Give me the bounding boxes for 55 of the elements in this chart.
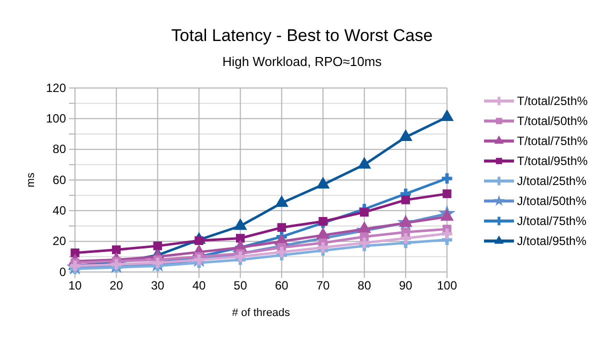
point [360, 208, 369, 217]
x-tick-label: 70 [316, 278, 330, 293]
legend-label: J/total/95th% [517, 234, 587, 248]
x-tick-label: 90 [398, 278, 413, 293]
legend-label: T/total/25th% [517, 94, 588, 108]
x-tick-label: 60 [274, 278, 289, 293]
y-tick-label: 120 [46, 80, 66, 95]
point [316, 228, 330, 240]
point [194, 254, 204, 265]
legend-label: J/total/50th% [517, 194, 587, 208]
point [236, 234, 245, 243]
point [235, 251, 246, 262]
point [359, 238, 370, 248]
point [399, 216, 412, 227]
point [277, 223, 286, 232]
legend-label: T/total/75th% [517, 134, 588, 148]
x-tick-label: 100 [436, 278, 458, 293]
chart-title: Total Latency - Best to Worst Case [171, 26, 433, 45]
point [358, 157, 371, 169]
x-tick-label: 50 [234, 278, 248, 293]
point [442, 228, 452, 239]
point [358, 222, 371, 233]
y-tick-label: 20 [52, 234, 66, 248]
x-tick-label: 40 [192, 278, 206, 293]
point [318, 217, 328, 226]
point [442, 173, 452, 184]
point [401, 196, 410, 204]
x-tick-label: 30 [150, 278, 165, 293]
point [400, 233, 411, 244]
point [399, 130, 412, 141]
x-tick-label: 80 [358, 278, 372, 293]
y-tick-label: 40 [52, 204, 66, 218]
legend-label: T/total/50th% [517, 114, 588, 128]
x-tick-label: 10 [68, 278, 82, 293]
point [112, 245, 121, 254]
point [442, 189, 452, 198]
point [440, 110, 454, 122]
x-tick-label: 20 [110, 278, 124, 293]
point [318, 242, 328, 253]
legend-label: J/total/75th% [517, 214, 587, 228]
point [276, 246, 287, 258]
y-axis-title: ms [25, 172, 37, 188]
legend-label: T/total/95th% [517, 154, 588, 168]
y-tick-label: 0 [59, 264, 66, 279]
point [234, 218, 247, 230]
legend-label: J/total/25th% [517, 174, 587, 188]
y-tick-label: 80 [52, 142, 66, 156]
chart-subtitle: High Workload, RPO≈10ms [222, 54, 382, 69]
x-axis-title: # of threads [232, 307, 291, 319]
point [275, 196, 288, 207]
point [70, 248, 80, 258]
y-tick-label: 100 [46, 112, 66, 126]
point [153, 242, 162, 250]
y-tick-label: 60 [52, 172, 66, 187]
point [316, 177, 330, 188]
